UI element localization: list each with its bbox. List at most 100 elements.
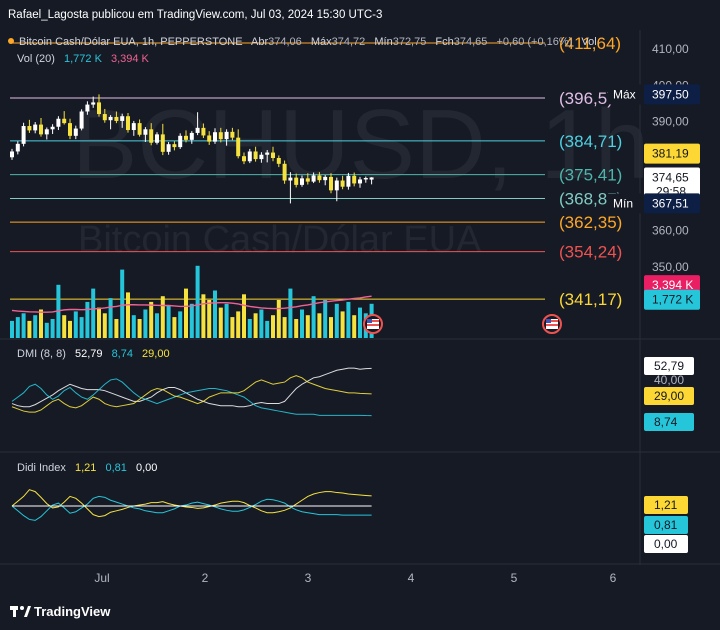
candle-body: [189, 132, 194, 140]
price-tag-value: 367,51: [652, 196, 689, 210]
candle-body: [73, 128, 78, 136]
candle-body: [201, 127, 206, 136]
svg-text:Bitcoin Cash/Dólar EUA, 1h, PE: Bitcoin Cash/Dólar EUA, 1h, PEPPERSTONE …: [19, 36, 597, 48]
candle-body: [120, 116, 125, 121]
candle-body: [21, 126, 26, 144]
legend-low-label: Mín: [374, 36, 392, 48]
candle-body: [137, 123, 142, 135]
price-tag-bg: [644, 193, 700, 214]
volume-bar: [172, 317, 177, 338]
time-tick-label: 4: [408, 571, 415, 585]
didi-line-0: [11, 489, 372, 518]
volume-bar: [311, 296, 316, 338]
candle-body: [56, 118, 61, 127]
candle-body: [311, 175, 316, 182]
dmi-tag-bg: [644, 357, 694, 375]
candle-body: [50, 126, 55, 130]
candle-body: [160, 134, 165, 152]
volume-bar: [294, 319, 299, 338]
didi-tag: 0,00: [654, 537, 678, 551]
volume-bar: [97, 307, 101, 338]
dmi-plus: 8,74: [112, 348, 133, 360]
legend-change: +0,60 (+0,16%): [496, 36, 572, 48]
vol-title: Vol (20): [17, 53, 55, 65]
level-label: (411,64): [559, 34, 621, 53]
didi-b: 0,81: [105, 462, 126, 474]
volume-bar: [317, 313, 322, 338]
volume-bar: [143, 309, 148, 338]
legend-open: 374,06: [268, 36, 302, 48]
level-label: (384,71): [559, 132, 622, 151]
volume-bar: [236, 311, 241, 338]
candle-body: [166, 144, 171, 152]
didi-tag: 1,21: [654, 498, 678, 512]
publisher-line: Rafael_Lagosta publicou em TradingView.c…: [8, 9, 382, 21]
time-tick-label: 3: [305, 571, 312, 585]
candle-body: [265, 152, 270, 155]
volume-bar: [114, 319, 119, 338]
us-flag-icon[interactable]: [542, 314, 562, 334]
volume-bar: [73, 311, 78, 338]
volume-bar: [21, 313, 26, 338]
didi-tag-bg: [644, 516, 688, 534]
candle-body: [346, 175, 351, 187]
legend-vol-label: Vol: [581, 36, 596, 48]
price-tick-label: 360,00: [652, 224, 689, 238]
volume-bar: [108, 298, 113, 338]
candle-body: [369, 177, 374, 180]
didi-line-1: [11, 495, 372, 521]
volume-bar: [44, 322, 49, 338]
candle-body: [363, 177, 368, 180]
volume-bar: [27, 320, 32, 338]
volume-bar: [259, 309, 264, 338]
legend-high: 374,72: [332, 36, 366, 48]
price-tick-label: 350,00: [652, 260, 689, 274]
volume-bar: [189, 303, 194, 338]
volume-bar: [346, 301, 351, 338]
candle-body: [102, 114, 107, 121]
time-axis[interactable]: Jul 2 3 4 5 6: [94, 571, 616, 585]
volume-bar: [265, 320, 270, 338]
didi-c: 0,00: [136, 462, 157, 474]
candle-body: [184, 135, 188, 140]
price-tag-label-bg: [608, 84, 642, 105]
volume-bar: [253, 313, 258, 338]
dmi-tag: 52,79: [654, 359, 684, 373]
candle-body: [207, 135, 212, 142]
volume-bar: [288, 288, 293, 338]
dmi-tag: 40,00: [654, 373, 684, 387]
legend-open-label: Abr: [251, 36, 268, 48]
candle-body: [33, 124, 38, 131]
price-tag-value: 1,772 K: [652, 293, 693, 307]
candle-body: [242, 156, 246, 162]
price-tag-bg: [644, 167, 700, 202]
price-tick-label: 390,00: [652, 115, 689, 129]
volume-bar: [201, 294, 206, 338]
price-tag-label: Mín: [613, 196, 633, 210]
volume-bar: [178, 311, 183, 338]
candle-body: [114, 116, 119, 121]
volume-bar: [195, 265, 200, 338]
volume-bar: [184, 288, 188, 338]
candle-body: [126, 116, 130, 131]
volume-bar: [230, 317, 235, 338]
volume-bar: [160, 296, 165, 338]
legend-close-label: Fch: [435, 36, 453, 48]
candle-body: [62, 118, 67, 124]
volume-bar: [137, 319, 142, 338]
price-tag-bg: [644, 84, 700, 105]
legend-title: Bitcoin Cash/Dólar EUA, 1h, PEPPERSTONE: [19, 36, 243, 48]
volume-bar: [149, 301, 154, 338]
volume-bar: [120, 269, 125, 338]
volume-bar: [334, 303, 339, 338]
volume-bar: [224, 303, 229, 338]
time-tick-label: 6: [610, 571, 617, 585]
us-flag-icon[interactable]: [363, 314, 383, 334]
didi-tag-bg: [644, 496, 688, 514]
candle-body: [305, 178, 310, 182]
dmi-line-1: [11, 378, 372, 417]
level-label: (362,35): [559, 213, 622, 232]
level-label: (368,87): [559, 189, 622, 208]
